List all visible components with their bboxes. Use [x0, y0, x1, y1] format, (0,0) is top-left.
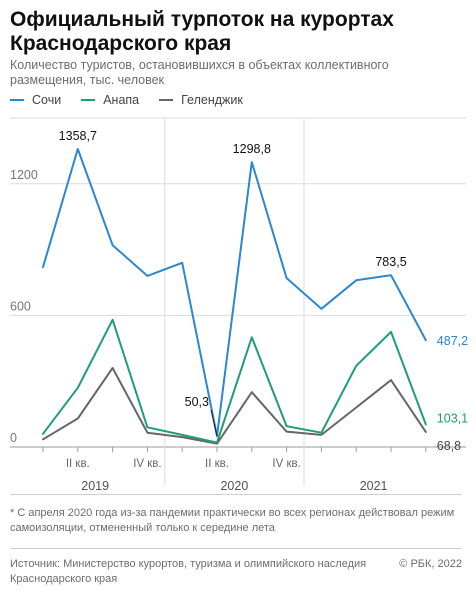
legend: Сочи Анапа Геленджик: [10, 92, 263, 108]
source-note: Источник: Министерство курортов, туризма…: [10, 558, 367, 585]
legend-item-anapa: Анапа: [81, 93, 139, 107]
x-tick-label: IV кв.: [133, 458, 161, 470]
legend-item-gelendzhik: Геленджик: [159, 93, 243, 107]
legend-swatch-sochi: [10, 99, 24, 101]
series-line-sochi: [42, 148, 427, 437]
y-tick-label: 0: [10, 431, 17, 445]
data-label: 487,2: [437, 334, 468, 348]
data-label: 103,1: [437, 411, 468, 425]
copyright: © РБК, 2022: [399, 558, 462, 570]
x-tick-label: IV кв.: [272, 458, 300, 470]
year-label: 2019: [81, 479, 109, 490]
line-chart: 0 600 1200 II кв. IV кв. II кв. IV кв. 2019 2020…: [10, 117, 468, 490]
year-label: 2021: [360, 479, 388, 490]
legend-label-anapa: Анапа: [103, 93, 140, 107]
divider-bottom: [10, 548, 462, 549]
year-label: 2020: [220, 479, 248, 490]
y-tick-label: 600: [10, 299, 31, 313]
series-line-anapa: [42, 318, 427, 444]
legend-label-gelendzhik: Геленджик: [181, 93, 243, 107]
data-label: 68,8: [437, 439, 461, 453]
data-label: 50,3: [185, 395, 209, 409]
divider-top: [10, 494, 462, 495]
legend-item-sochi: Сочи: [10, 93, 61, 107]
chart-subtitle: Количество туристов, остановившихся в об…: [10, 58, 389, 87]
data-label: 1358,7: [59, 129, 97, 143]
footnote: * С апреля 2020 года из-за пандемии прак…: [10, 507, 455, 534]
data-label: 783,5: [375, 255, 406, 269]
x-tick-label: II кв.: [205, 458, 229, 470]
y-tick-label: 1200: [10, 168, 38, 182]
x-tick-label: II кв.: [66, 458, 90, 470]
chart-title: Официальный турпоток на курортах Краснод…: [10, 8, 394, 55]
data-label: 1298,8: [233, 142, 271, 156]
series-line-gelendzhik: [42, 367, 427, 445]
legend-label-sochi: Сочи: [32, 93, 62, 107]
leader-line: [210, 409, 218, 437]
legend-swatch-anapa: [81, 99, 96, 101]
legend-swatch-gelendzhik: [159, 99, 174, 101]
